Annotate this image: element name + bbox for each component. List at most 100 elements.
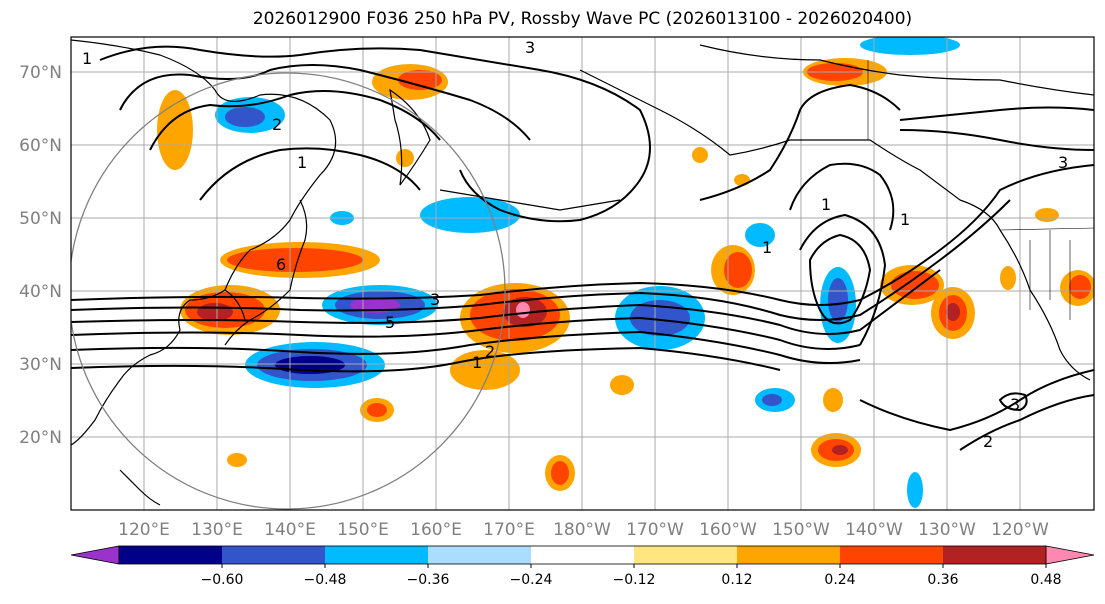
anomaly-positive-3-inner <box>197 303 233 321</box>
contour-north-2 <box>899 106 1094 121</box>
colorbar-segment <box>119 546 223 564</box>
anomaly-negative-8-core <box>762 394 782 406</box>
colorbar-segment <box>634 546 738 564</box>
contour-label: 5 <box>385 313 395 332</box>
anomaly-positive-14-core <box>1069 275 1091 299</box>
lat-label-40: 40°N <box>19 282 62 302</box>
anomaly-negative-3-core <box>630 300 690 336</box>
colorbar-tick-label: −0.24 <box>510 572 553 588</box>
lon-label: 140°W <box>845 520 903 540</box>
anomaly-positive-5-core <box>398 70 442 90</box>
coastline-alaska <box>579 69 1091 381</box>
colorbar-tick-label: 0.36 <box>927 572 958 588</box>
colorbar-tick-label: 0.24 <box>824 572 855 588</box>
lat-label-70: 70°N <box>19 63 62 83</box>
contour-jet-2 <box>71 199 1011 321</box>
contour-label: 1 <box>900 210 910 229</box>
colorbar-extend-min <box>70 545 120 565</box>
contour-north-1 <box>899 129 1094 151</box>
anomaly-positive-1-peak <box>516 302 530 318</box>
anomaly-positive-10-inner <box>832 445 848 455</box>
contour-label: 3 <box>430 290 440 309</box>
contour-east-1 <box>859 369 1094 432</box>
contour-label: 2 <box>983 432 993 451</box>
anomaly-positive-15 <box>610 375 634 395</box>
anomaly-positive-20 <box>396 149 414 167</box>
contour-polar-4 <box>199 147 421 201</box>
lon-label: 160°E <box>410 520 462 540</box>
longitude-labels: 120°E 130°E 140°E 150°E 160°E 170°E 180°… <box>118 520 1049 540</box>
gridlines <box>71 37 1094 510</box>
lon-label: 130°W <box>918 520 976 540</box>
anomaly-positive-21 <box>692 147 708 163</box>
colorbar-outline <box>118 545 1047 565</box>
contour-label: 3 <box>1010 395 1020 414</box>
lon-label: 120°W <box>991 520 1049 540</box>
anomaly-positive-18 <box>1035 208 1059 222</box>
colorbar-extend-max <box>1045 545 1095 565</box>
coastline-kamchatka <box>389 88 431 186</box>
state-borders <box>867 60 1094 320</box>
map-title: 2026012900 F036 250 hPa PV, Rossby Wave … <box>252 9 913 29</box>
contour-labels: 3 2 1 1 6 5 3 2 1 1 1 3 2 3 1 <box>82 38 1068 451</box>
lon-label: 150°W <box>772 520 830 540</box>
contour-jet-3 <box>71 269 941 335</box>
contour-label: 2 <box>485 342 495 361</box>
anomaly-positive-19 <box>227 453 247 467</box>
colorbar-tick-label: −0.60 <box>201 572 244 588</box>
contour-polar-2 <box>119 64 531 141</box>
lat-label-20: 20°N <box>19 428 62 448</box>
contour-polar-1 <box>99 45 651 223</box>
coastline-korea-japan <box>224 199 308 346</box>
anomaly-positive-17 <box>1000 266 1016 290</box>
lon-label: 170°E <box>483 520 535 540</box>
contour-label: 3 <box>525 38 535 57</box>
contour-polar-3 <box>149 90 441 151</box>
lon-label: 170°W <box>626 520 684 540</box>
contour-label: 6 <box>276 255 286 274</box>
contour-label: 1 <box>472 353 482 372</box>
contour-label: 2 <box>272 115 282 134</box>
colorbar-tick-label: 0.12 <box>721 572 752 588</box>
contour-label: 1 <box>762 238 772 257</box>
colorbar: −0.60 −0.48 −0.36 −0.24 −0.12 0.12 0.24 0.36 0.4… <box>70 545 1095 588</box>
colorbar-tick-label: −0.36 <box>407 572 450 588</box>
anomaly-positive-12-core <box>367 403 387 417</box>
coastline-canada-arctic <box>699 44 1094 96</box>
coastline-philippines <box>119 469 161 506</box>
anomaly-negative-7 <box>745 223 775 247</box>
anomaly-positive-8-core <box>891 271 939 299</box>
anomaly-negative-10 <box>907 472 923 508</box>
anomaly-negative-5 <box>420 197 520 233</box>
contour-jet-5 <box>71 330 861 365</box>
anomaly-positive-16 <box>823 388 843 412</box>
map-plot-area <box>71 37 1094 510</box>
anomaly-positive-9-inner <box>946 303 960 321</box>
contour-label: 1 <box>82 49 92 68</box>
colorbar-tick-label: 0.48 <box>1030 572 1061 588</box>
colorbar-segment <box>325 546 429 564</box>
lon-label: 150°E <box>337 520 389 540</box>
contour-label: 3 <box>1058 153 1068 172</box>
colorbar-tick-label: −0.12 <box>613 572 656 588</box>
lon-label: 140°E <box>264 520 316 540</box>
anomaly-positive-7-core <box>724 252 752 288</box>
border-canada-usa <box>999 227 1094 231</box>
colorbar-segment <box>943 546 1047 564</box>
lon-label: 160°W <box>699 520 757 540</box>
anomaly-negative-4-core <box>828 278 848 322</box>
pv-contours <box>71 45 1094 451</box>
coastline-asia <box>71 39 337 446</box>
coastlines <box>71 39 1094 506</box>
anomaly-positive-11-core <box>551 461 569 485</box>
map-frame <box>70 36 1095 511</box>
lat-label-50: 50°N <box>19 209 62 229</box>
contour-jet-1 <box>71 164 1094 306</box>
anomaly-positive-4-core <box>227 248 363 272</box>
border-states-1 <box>1029 230 1071 320</box>
contour-jet-6 <box>71 346 781 373</box>
latitude-labels: 70°N 60°N 50°N 40°N 30°N 20°N <box>19 63 62 448</box>
contour-label: 1 <box>821 195 831 214</box>
analysis-circle <box>71 72 506 510</box>
